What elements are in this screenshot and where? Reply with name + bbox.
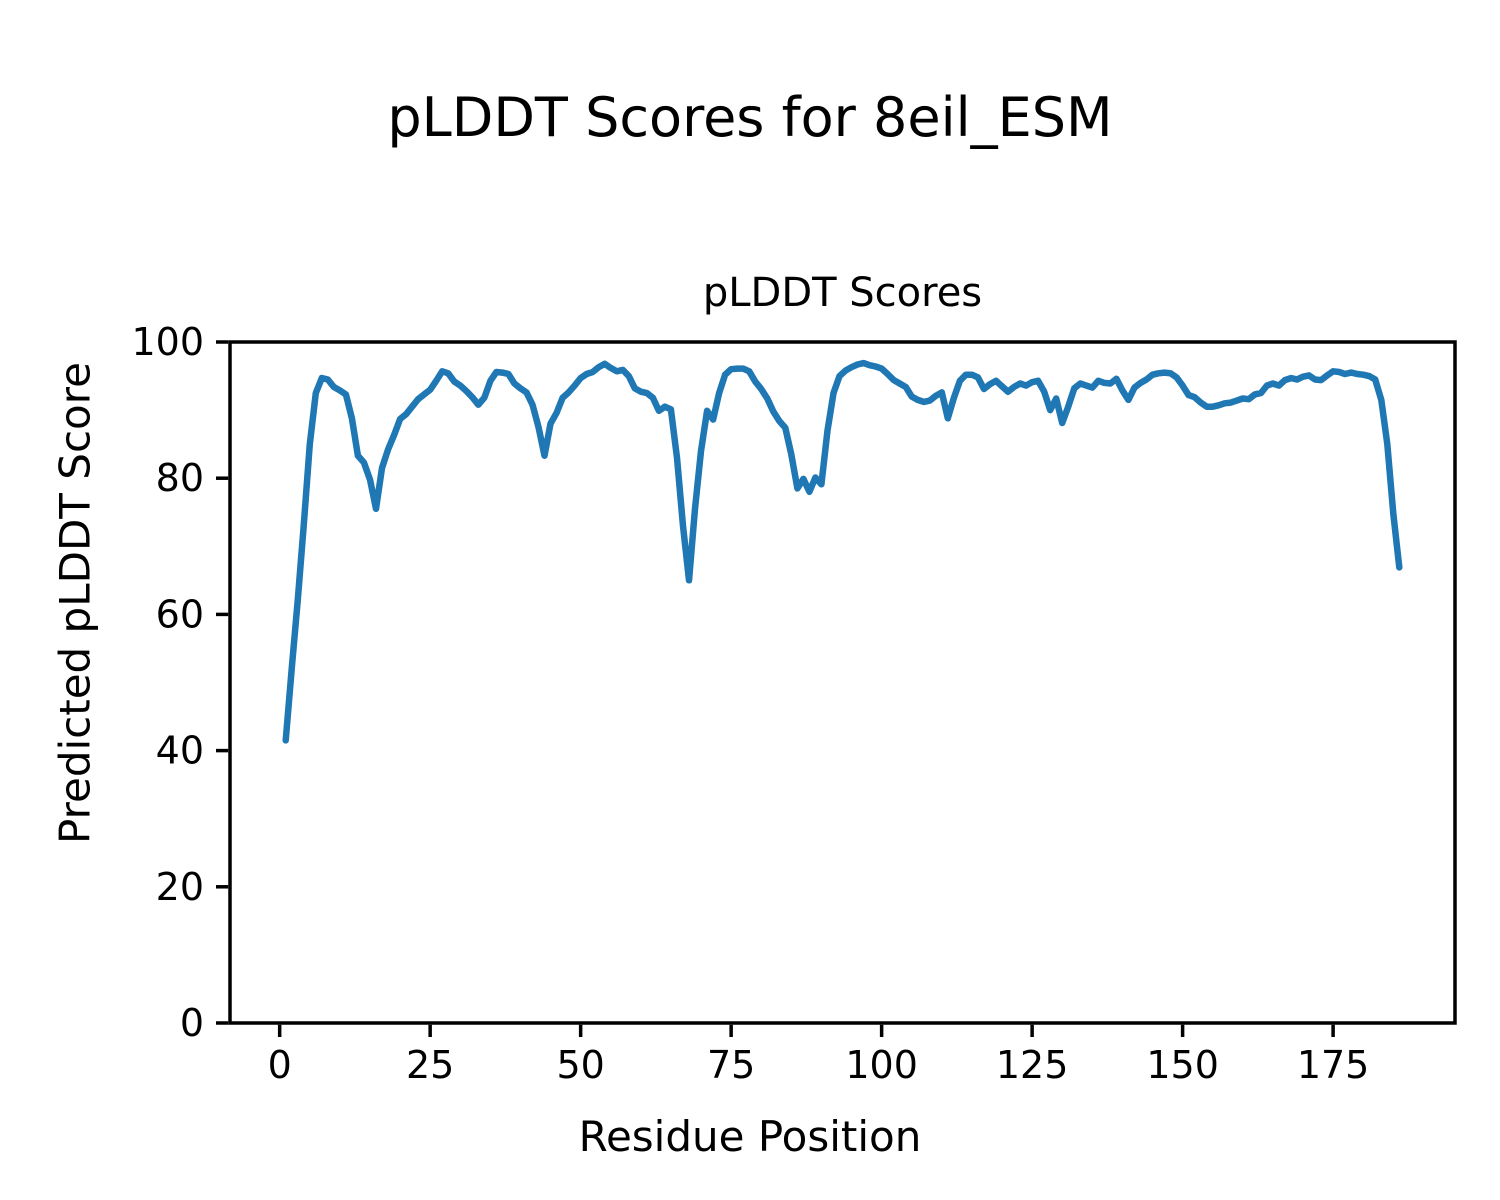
- x-tick-label: 100: [845, 1043, 918, 1087]
- x-tick-label: 25: [406, 1043, 454, 1087]
- axes-frame: [228, 340, 1457, 1025]
- y-tick-label: 100: [131, 320, 204, 364]
- y-tick-label: 40: [156, 729, 204, 773]
- y-tick-label: 0: [180, 1001, 204, 1045]
- x-axis-label: Residue Position: [578, 1112, 922, 1161]
- x-tick-label: 50: [556, 1043, 604, 1087]
- x-tick-label: 75: [707, 1043, 755, 1087]
- plddt-line: [282, 359, 1403, 744]
- y-tick-label: 20: [156, 865, 204, 909]
- y-axis-label: Predicted pLDDT Score: [50, 362, 100, 844]
- y-tick-label: 60: [156, 592, 204, 636]
- x-tick-label: 125: [996, 1043, 1069, 1087]
- x-tick-label: 150: [1146, 1043, 1219, 1087]
- axes-title: pLDDT Scores: [702, 270, 983, 316]
- x-tick-label: 0: [268, 1043, 292, 1087]
- x-tick-label: 175: [1297, 1043, 1370, 1087]
- figure-title: pLDDT Scores for 8eil_ESM: [387, 86, 1113, 149]
- y-tick-label: 80: [156, 456, 204, 500]
